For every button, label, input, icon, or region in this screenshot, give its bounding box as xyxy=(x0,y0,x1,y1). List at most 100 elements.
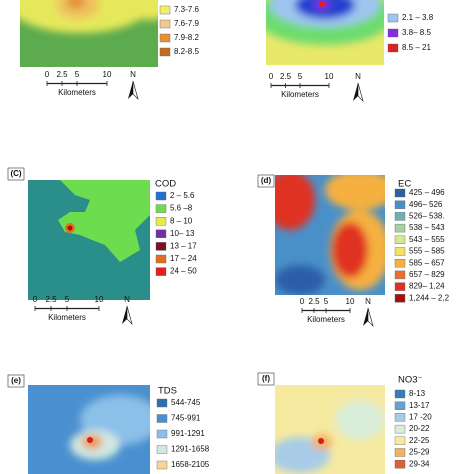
map-c xyxy=(28,180,150,300)
legend-label: 2 – 5.6 xyxy=(170,191,195,200)
north-label: N xyxy=(365,297,371,306)
legend-swatch xyxy=(394,424,406,434)
legend-swatch xyxy=(394,282,406,291)
scale-unit: Kilometers xyxy=(307,315,345,324)
legend-swatch xyxy=(155,204,167,213)
legend-label: 22-25 xyxy=(409,436,430,445)
legend-label: 2.1 – 3.8 xyxy=(402,13,434,22)
legend-swatch xyxy=(387,28,399,38)
scale-label: 0 xyxy=(300,297,305,306)
north-arrow-half xyxy=(357,82,364,103)
scale-label: 2.5 xyxy=(56,70,68,79)
legend-swatch xyxy=(394,401,406,410)
legend-swatch xyxy=(394,223,406,233)
legend-label: 538 – 543 xyxy=(409,223,445,232)
map-e xyxy=(28,385,150,474)
legend-swatch xyxy=(159,33,171,43)
panel-tag-box xyxy=(7,374,25,388)
map-d xyxy=(275,175,385,295)
panel-label: (e) xyxy=(11,376,21,385)
legend-swatch xyxy=(156,414,168,423)
legend-swatch xyxy=(155,267,167,276)
legend-label: 8.5 – 21 xyxy=(402,43,431,52)
legend-swatch xyxy=(394,294,406,303)
scale-label: 5 xyxy=(75,70,80,79)
scale-label: 0 xyxy=(33,295,38,304)
legend-title: COD xyxy=(155,179,176,190)
legend-label: 991-1291 xyxy=(171,429,205,438)
legend-label: 425 – 496 xyxy=(409,188,445,197)
legend-label: 7.6-7.9 xyxy=(174,19,199,28)
legend-label: 585 – 657 xyxy=(409,258,445,267)
legend-label: 1,244 – 2,2 xyxy=(409,293,450,302)
legend-swatch xyxy=(394,212,406,221)
legend-label: 543 – 555 xyxy=(409,235,445,244)
legend-title: EC xyxy=(398,179,411,190)
north-arrow xyxy=(122,306,127,324)
legend-label: 7.9-8.2 xyxy=(174,33,199,42)
north-arrow-half xyxy=(367,307,374,328)
north-label: N xyxy=(355,72,361,81)
legend-swatch xyxy=(387,13,399,23)
legend-swatch xyxy=(155,242,167,251)
legend-label: 5.6 –8 xyxy=(170,204,193,213)
legend-swatch xyxy=(155,191,167,201)
north-label: N xyxy=(130,70,136,79)
legend-label: 8-13 xyxy=(409,389,426,398)
legend-swatch xyxy=(394,247,406,256)
north-arrow-half xyxy=(132,80,139,101)
panel-tag-box xyxy=(257,174,275,188)
legend-label: 526– 538. xyxy=(409,212,445,221)
legend-label: 13-17 xyxy=(409,401,430,410)
legend-swatch xyxy=(394,448,406,457)
legend-label: 496– 526 xyxy=(409,200,443,209)
map-a xyxy=(20,0,158,67)
legend-swatch xyxy=(394,259,406,268)
legend-label: 10– 13 xyxy=(170,229,195,238)
scale-label: 10 xyxy=(325,72,334,81)
legend-label: 555 – 585 xyxy=(409,247,445,256)
legend-label: 745-991 xyxy=(171,414,201,423)
legend-swatch xyxy=(159,47,171,57)
legend-label: 25-29 xyxy=(409,448,430,457)
panel-tag-box xyxy=(7,167,25,181)
scale-unit: Kilometers xyxy=(58,88,96,97)
scale-label: 10 xyxy=(346,297,355,306)
north-arrow xyxy=(363,308,368,326)
legend-label: 3.8– 8.5 xyxy=(402,28,431,37)
panel-label: (d) xyxy=(261,176,272,185)
scale-label: 5 xyxy=(65,295,70,304)
scale-label: 0 xyxy=(45,70,50,79)
scale-label: 0 xyxy=(269,72,274,81)
legend-label: 8 – 10 xyxy=(170,216,193,225)
legend-label: 8.2-8.5 xyxy=(174,47,199,56)
panel-tag-box xyxy=(257,372,275,386)
scale-label: 10 xyxy=(103,70,112,79)
legend-swatch xyxy=(159,19,171,29)
legend-label: 657 – 829 xyxy=(409,270,445,279)
legend-swatch xyxy=(387,43,399,53)
legend-label: 13 – 17 xyxy=(170,242,197,251)
map-b xyxy=(266,0,384,65)
legend-swatch xyxy=(394,389,406,399)
legend-swatch xyxy=(155,229,167,239)
legend-label: 1658-2105 xyxy=(171,460,210,469)
legend-swatch xyxy=(394,413,406,422)
scale-unit: Kilometers xyxy=(281,90,319,99)
legend-swatch xyxy=(156,445,168,454)
legend-label: 17 -20 xyxy=(409,413,432,422)
legend-swatch xyxy=(156,429,168,439)
legend-label: 829– 1,24 xyxy=(409,282,445,291)
scale-label: 2.5 xyxy=(45,295,57,304)
legend-label: 544-745 xyxy=(171,398,201,407)
legend-label: 29-34 xyxy=(409,459,430,468)
scale-label: 5 xyxy=(298,72,303,81)
legend-swatch xyxy=(394,460,406,469)
legend-swatch xyxy=(394,235,406,245)
legend-swatch xyxy=(394,200,406,209)
legend-swatch xyxy=(394,436,406,445)
legend-swatch xyxy=(394,270,406,280)
north-arrow xyxy=(353,83,358,101)
panel-label: (f) xyxy=(262,374,270,383)
